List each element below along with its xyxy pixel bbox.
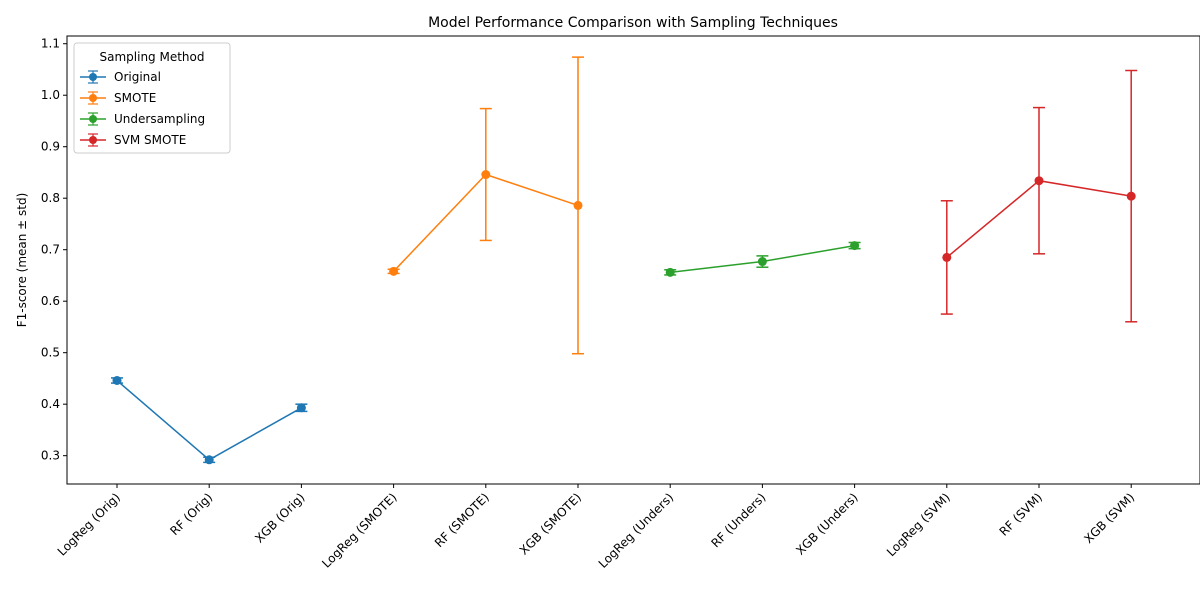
data-point [850, 241, 860, 251]
x-tick-label: LogReg (Orig) [55, 490, 123, 558]
data-point [296, 403, 306, 413]
x-axis: LogReg (Orig) RF (Orig) XGB (Orig) LogReg (… [55, 484, 1137, 571]
y-tick-label: 0.6 [41, 294, 60, 308]
x-tick-label: XGB (Orig) [252, 490, 307, 545]
data-point [389, 266, 399, 276]
x-tick-label: RF (SVM) [997, 490, 1046, 539]
x-tick-label: XGB (SVM) [1081, 490, 1137, 546]
series-3 [940, 69, 1138, 323]
legend-marker [89, 73, 97, 81]
data-point [665, 267, 675, 277]
data-point [204, 455, 214, 465]
legend-entry: Undersampling [80, 112, 205, 126]
legend-label: SVM SMOTE [114, 133, 186, 147]
chart-title: Model Performance Comparison with Sampli… [428, 15, 838, 31]
data-point [112, 375, 122, 385]
y-tick-label: 0.7 [41, 243, 60, 257]
y-tick-label: 1.0 [41, 88, 60, 102]
y-axis: 0.3 0.4 0.5 0.6 0.7 0.8 0.9 1.0 1.1 [41, 37, 67, 463]
legend-marker [89, 115, 97, 123]
legend-entry: SMOTE [80, 91, 156, 105]
data-point [573, 200, 583, 210]
legend-marker [89, 94, 97, 102]
series-layer [111, 56, 1138, 465]
legend-label: Original [114, 70, 161, 84]
legend-frame [73, 42, 231, 154]
y-tick-label: 0.8 [41, 191, 60, 205]
x-tick-label: RF (Orig) [167, 490, 215, 538]
y-tick-label: 0.4 [41, 397, 60, 411]
y-tick-label: 0.3 [41, 449, 60, 463]
x-tick-label: RF (Unders) [708, 490, 768, 550]
data-point [1034, 176, 1044, 186]
legend-entry: Original [80, 70, 161, 84]
legend-label: SMOTE [114, 91, 156, 105]
legend-label: Undersampling [114, 112, 205, 126]
y-tick-label: 0.9 [41, 140, 60, 154]
x-tick-label: LogReg (SMOTE) [319, 490, 399, 570]
plot-area [66, 35, 1200, 485]
y-axis-label: F1-score (mean ± std) [15, 193, 29, 328]
legend: Sampling Method Original SMOTE Undersampli… [73, 42, 231, 154]
legend-title: Sampling Method [100, 50, 205, 64]
y-tick-label: 1.1 [41, 37, 60, 51]
x-tick-label: LogReg (Unders) [596, 490, 677, 571]
data-point [942, 252, 952, 262]
x-tick-label: XGB (Unders) [793, 490, 861, 558]
series-2 [664, 241, 861, 277]
x-tick-label: LogReg (SVM) [884, 490, 953, 559]
series-0 [111, 375, 308, 465]
data-point [481, 170, 491, 180]
data-point [1126, 191, 1136, 201]
legend-marker [89, 136, 97, 144]
series-1 [387, 56, 584, 355]
x-tick-label: RF (SMOTE) [432, 490, 492, 550]
data-point [757, 257, 767, 267]
legend-entry: SVM SMOTE [80, 133, 186, 147]
series-line [116, 379, 302, 461]
y-tick-label: 0.5 [41, 346, 60, 360]
x-tick-label: XGB (SMOTE) [517, 490, 584, 557]
